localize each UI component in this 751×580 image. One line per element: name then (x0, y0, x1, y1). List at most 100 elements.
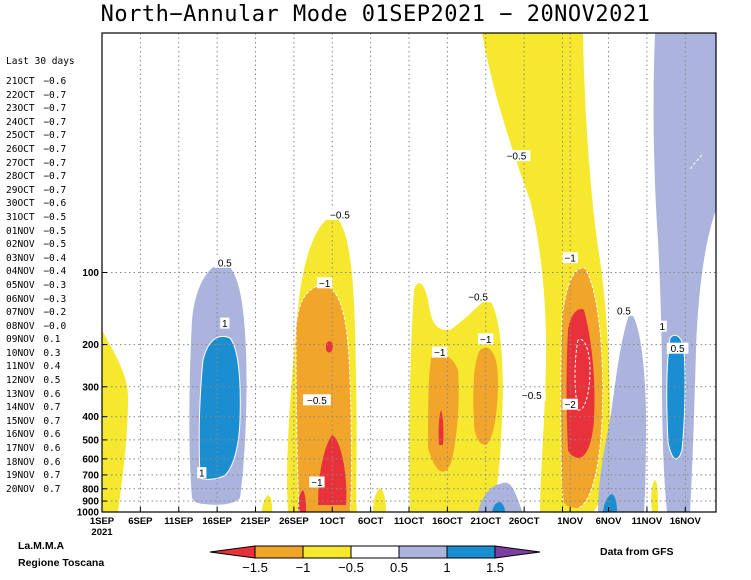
x-tick-label: 16OCT (432, 516, 463, 527)
side-entry-value: 0.3 (37, 347, 61, 359)
x-tick-label: 21OCT (470, 516, 501, 527)
side-entry: 10NOV 0.3 (6, 347, 66, 361)
colorbar-label: 0.5 (390, 560, 408, 575)
contour-label: −0.5 (522, 391, 542, 402)
contour-labels: 0.5 1 1 −0.5 −0.5 −1 −1 −1 −0.5 −1 −0.5 −0.5 −1 −2 0.5… (197, 150, 689, 489)
y-tick-label: 200 (82, 340, 99, 351)
side-entry-value: −0.7 (37, 143, 67, 155)
side-entry: 30OCT −0.6 (6, 197, 66, 211)
contour-label-bg (197, 467, 207, 479)
x-tick-label: 26SEP (279, 516, 309, 527)
colorbar: −1.5 −1 −0.5 0.5 1 1.5 (209, 545, 541, 575)
y-tick-label: 100 (82, 268, 99, 279)
contour-label: 0.5 (617, 306, 631, 317)
x-tick-label: 1SEP (90, 516, 115, 527)
colorbar-segment (398, 545, 448, 559)
y-tick-label: 400 (82, 412, 99, 423)
contour-label: 0.5 (671, 344, 685, 355)
colorbar-segment (446, 545, 496, 559)
side-entry-date: 03NOV (6, 252, 35, 264)
side-entry: 31OCT −0.5 (6, 211, 66, 225)
side-entry: 09NOV 0.1 (6, 333, 66, 347)
side-entry-date: 17NOV (6, 443, 35, 455)
side-entry-date: 08NOV (6, 320, 35, 332)
side-entry-value: 0.7 (37, 483, 61, 495)
contour-label-bg (220, 317, 230, 329)
side-entry-date: 26OCT (6, 143, 35, 155)
x-tick-label: 6NOV (596, 516, 623, 527)
side-entry-date: 11NOV (6, 361, 35, 373)
contour-label: −0.5 (507, 152, 527, 163)
side-entry-date: 05NOV (6, 279, 35, 291)
side-entry-date: 21OCT (6, 76, 35, 87)
y-tick-label: 900 (82, 497, 99, 508)
x-tick-label: 16SEP (202, 516, 232, 527)
contour-label: −1 (319, 279, 331, 290)
side-entry: 26OCT −0.7 (6, 143, 66, 157)
y-tick-label: 300 (82, 382, 99, 393)
x-tick-label: 6SEP (128, 516, 153, 527)
contour-label-bg (432, 346, 448, 358)
side-entry-value: −0.5 (37, 225, 67, 237)
credit-lamma: La.M.M.A (18, 540, 65, 552)
side-entry-date: 07NOV (6, 307, 35, 319)
contour-label: 0.5 (218, 258, 232, 269)
y-tick-label: 1000 (77, 508, 100, 519)
credit-regione-toscana: Regione Toscana (18, 557, 105, 569)
contour-label: −0.5 (307, 396, 327, 407)
contour-label: −1 (480, 335, 492, 346)
contour-label: 1 (222, 319, 228, 330)
side-entry-value: −0.0 (37, 320, 67, 332)
side-entry-value: −0.6 (37, 198, 67, 210)
side-entry-date: 31OCT (6, 211, 35, 223)
side-entry-date: 28OCT (6, 171, 35, 183)
side-entry-date: 23OCT (6, 103, 35, 115)
side-entry: 20NOV 0.7 (6, 483, 66, 497)
side-entry-date: 04NOV (6, 266, 35, 278)
contour-label: 1 (199, 469, 205, 480)
side-entry-value: −0.7 (37, 130, 67, 142)
side-entry: 14NOV 0.7 (6, 401, 66, 415)
contour-label-bg (303, 394, 331, 406)
side-entry: 18NOV 0.6 (6, 456, 66, 470)
side-entry: 27OCT −0.7 (6, 157, 66, 171)
side-entry-date: 15NOV (6, 415, 35, 427)
side-entry-value: −0.5 (37, 239, 67, 251)
contour-label: −0.5 (468, 293, 488, 304)
side-entry-date: 24OCT (6, 116, 35, 128)
side-entry: 21OCT −0.6 (6, 75, 66, 89)
side-entry: 16NOV 0.6 (6, 428, 66, 442)
side-entry-date: 13NOV (6, 388, 35, 400)
side-entry-value: 0.7 (37, 415, 61, 427)
contour-label: −0.5 (330, 210, 350, 221)
colorbar-segment (254, 545, 304, 559)
x-tick-label: 1NOV (557, 516, 584, 527)
side-entry-value: −0.4 (37, 266, 67, 278)
side-entry: 07NOV −0.2 (6, 306, 66, 320)
side-entry-date: 01NOV (6, 225, 35, 237)
contour-label-bg (214, 256, 236, 268)
contour-label-bg (326, 208, 354, 220)
side-entry-value: 0.1 (37, 334, 61, 346)
x-tick-label: 26OCT (509, 516, 540, 527)
y-tick-label: 700 (82, 470, 99, 481)
colorbar-label: −1 (296, 560, 311, 575)
side-entry-value: −0.7 (37, 89, 67, 101)
side-entry-date: 18NOV (6, 456, 35, 468)
side-entry-value: 0.4 (37, 361, 61, 373)
side-entry-value: −0.2 (37, 307, 67, 319)
side-entry-value: 0.7 (37, 402, 61, 414)
side-entry: 25OCT −0.7 (6, 129, 66, 143)
side-entry: 19NOV 0.7 (6, 469, 66, 483)
contour-label: −2 (564, 400, 576, 411)
x-tick-label: 21SEP (241, 516, 271, 527)
side-entry: 13NOV 0.6 (6, 388, 66, 402)
side-entry-value: 0.6 (37, 388, 61, 400)
side-entry-value: −0.3 (37, 279, 67, 291)
side-entry-date: 19NOV (6, 470, 35, 482)
side-entry-date: 06NOV (6, 293, 35, 305)
side-entry: 29OCT −0.7 (6, 184, 66, 198)
colorbar-arrow-low (209, 545, 256, 559)
side-entry-date: 16NOV (6, 429, 35, 441)
